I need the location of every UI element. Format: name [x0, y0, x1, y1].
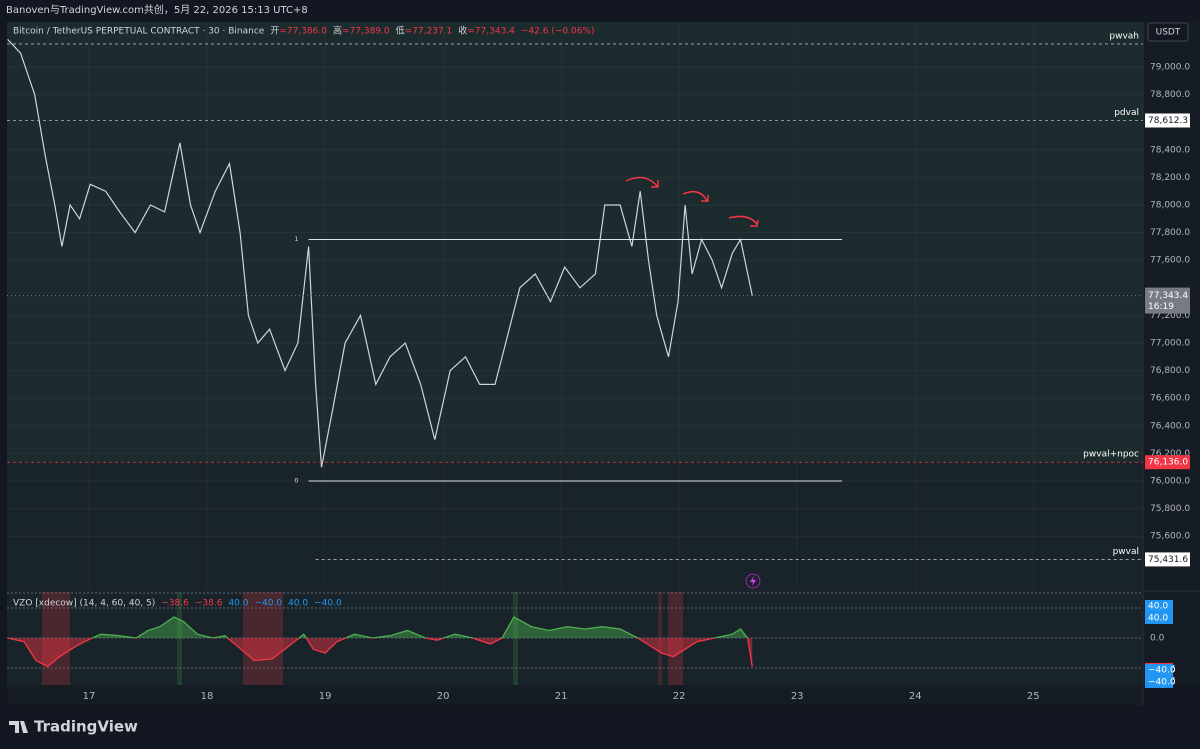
vzo-area [7, 617, 753, 638]
y-tick-label: 77,000.0 [1150, 338, 1190, 348]
vzo-area [7, 638, 753, 667]
highlight [513, 592, 518, 685]
alert-bolt [750, 576, 756, 586]
vzo-line [7, 616, 749, 638]
price-badge [1145, 113, 1190, 128]
indicator-badge-label: −40.0 [1148, 665, 1176, 675]
y-tick-label: 76,800.0 [1150, 366, 1190, 376]
arrow [625, 176, 659, 188]
level-name: pwvah [1109, 31, 1139, 41]
logo-mark [9, 721, 28, 733]
price-badge [1145, 552, 1190, 567]
level-name: pwval+npoc [1083, 450, 1139, 460]
x-tick-label: 22 [673, 691, 686, 702]
y-tick-label: 0.0 [1150, 633, 1165, 643]
arrows [625, 176, 759, 227]
ohlc-value: −42.6 (−0.06%) [521, 27, 595, 37]
ohlc-value: =77,343.4 [467, 27, 515, 37]
currency-button[interactable] [1147, 22, 1189, 42]
ohlc-key: 开 [270, 26, 279, 37]
highlight [243, 592, 283, 685]
ohlc-key: 高 [333, 25, 342, 37]
y-tick-label: 78,400.0 [1150, 145, 1190, 155]
highlight [668, 592, 683, 685]
indicator-badge-label: 40.0 [1148, 613, 1168, 623]
currency-label[interactable]: USDT [1156, 28, 1181, 38]
symbol-title: Bitcoin / TetherUS PERPETUAL CONTRACT · … [13, 27, 265, 37]
highlight [658, 592, 662, 685]
highlight [177, 592, 182, 685]
x-tick-label: 19 [319, 691, 332, 702]
y-tick-label: 76,000.0 [1150, 476, 1190, 486]
x-tick-label: 25 [1027, 691, 1040, 702]
indicator-badge [1145, 663, 1173, 676]
x-tick-label: 21 [555, 691, 568, 702]
indicator-value: 40.0 [228, 599, 248, 609]
price-badge-label: 78,612.3 [1148, 116, 1188, 126]
ohlc-value: =77,386.0 [279, 27, 327, 37]
highlight [42, 592, 70, 685]
price-axis [1143, 22, 1200, 685]
price-badge-label: 75,431.6 [1148, 555, 1188, 565]
vzo-part [7, 616, 753, 638]
time-axis [7, 685, 1143, 705]
last-price-badge [1145, 287, 1190, 314]
y-tick-label: 76,400.0 [1150, 421, 1190, 431]
price-badge-label: 76,136.0 [1148, 458, 1188, 468]
logo-text: TradingView [34, 718, 138, 736]
indicator-value: 40.0 [288, 599, 308, 609]
indicator-pane [7, 592, 1143, 685]
indicator-value: −40.0 [255, 599, 283, 609]
indicator-value: −38.6 [195, 599, 223, 609]
ohlc-key: 低 [396, 25, 405, 37]
countdown-label: 16:19 [1148, 302, 1174, 312]
y-tick-label: 76,600.0 [1150, 394, 1190, 404]
ohlc-value: =77,237.1 [405, 27, 453, 37]
x-tick-label: 20 [437, 691, 450, 702]
main-pane-lower [7, 462, 1143, 590]
indicator-value: −40.0 [314, 599, 342, 609]
arrow [728, 215, 759, 227]
highlights [42, 592, 683, 685]
vzo-part [7, 638, 753, 668]
x-tick-label: 24 [909, 691, 922, 702]
header-text: Banoven与TradingView.com共创，5月 22, 2026 15… [6, 3, 308, 16]
y-tick-label: 79,000.0 [1150, 62, 1190, 72]
footer-logo: TradingView [9, 718, 138, 736]
y-tick-label: 77,200.0 [1150, 311, 1190, 321]
indicator-badge-label: 40.0 [1148, 601, 1168, 611]
y-tick-label: 77,600.0 [1150, 256, 1190, 266]
main-pane [7, 22, 1143, 462]
y-tick-label: 77,800.0 [1150, 228, 1190, 238]
x-tick-label: 17 [83, 691, 96, 702]
y-tick-label: 78,000.0 [1150, 200, 1190, 210]
y-tick-label: 75,800.0 [1150, 504, 1190, 514]
indicator-title: VZO [xdecow] (14, 4, 60, 40, 5) [13, 599, 155, 609]
price-badge [1145, 455, 1190, 470]
last-price-label: 77,343.4 [1148, 291, 1188, 301]
x-tick-label: 18 [201, 691, 214, 702]
indicator-badge [1145, 611, 1173, 624]
y-tick-label: 76,200.0 [1150, 449, 1190, 459]
level-name: pdval [1114, 108, 1139, 118]
indicator-badge [1145, 675, 1173, 688]
indicator-value: −38.6 [161, 599, 189, 609]
y-tick-label: 75,600.0 [1150, 532, 1190, 542]
ohlc-value: =77,389.0 [342, 27, 390, 37]
arrow [682, 190, 709, 202]
price-line [7, 38, 753, 468]
ohlc-key: 收 [458, 25, 467, 37]
main-plot [7, 22, 1143, 590]
indicator-badge [1145, 599, 1173, 612]
fib-label: 1 [295, 236, 299, 243]
y-tick-label: 78,800.0 [1150, 90, 1190, 100]
level-name: pwval [1113, 547, 1139, 557]
indicator-badge-label: −40.0 [1148, 677, 1176, 687]
fib-label: 0 [295, 477, 299, 484]
y-tick-label: 78,200.0 [1150, 173, 1190, 183]
x-tick-label: 23 [791, 691, 804, 702]
vzo-line [7, 638, 753, 668]
